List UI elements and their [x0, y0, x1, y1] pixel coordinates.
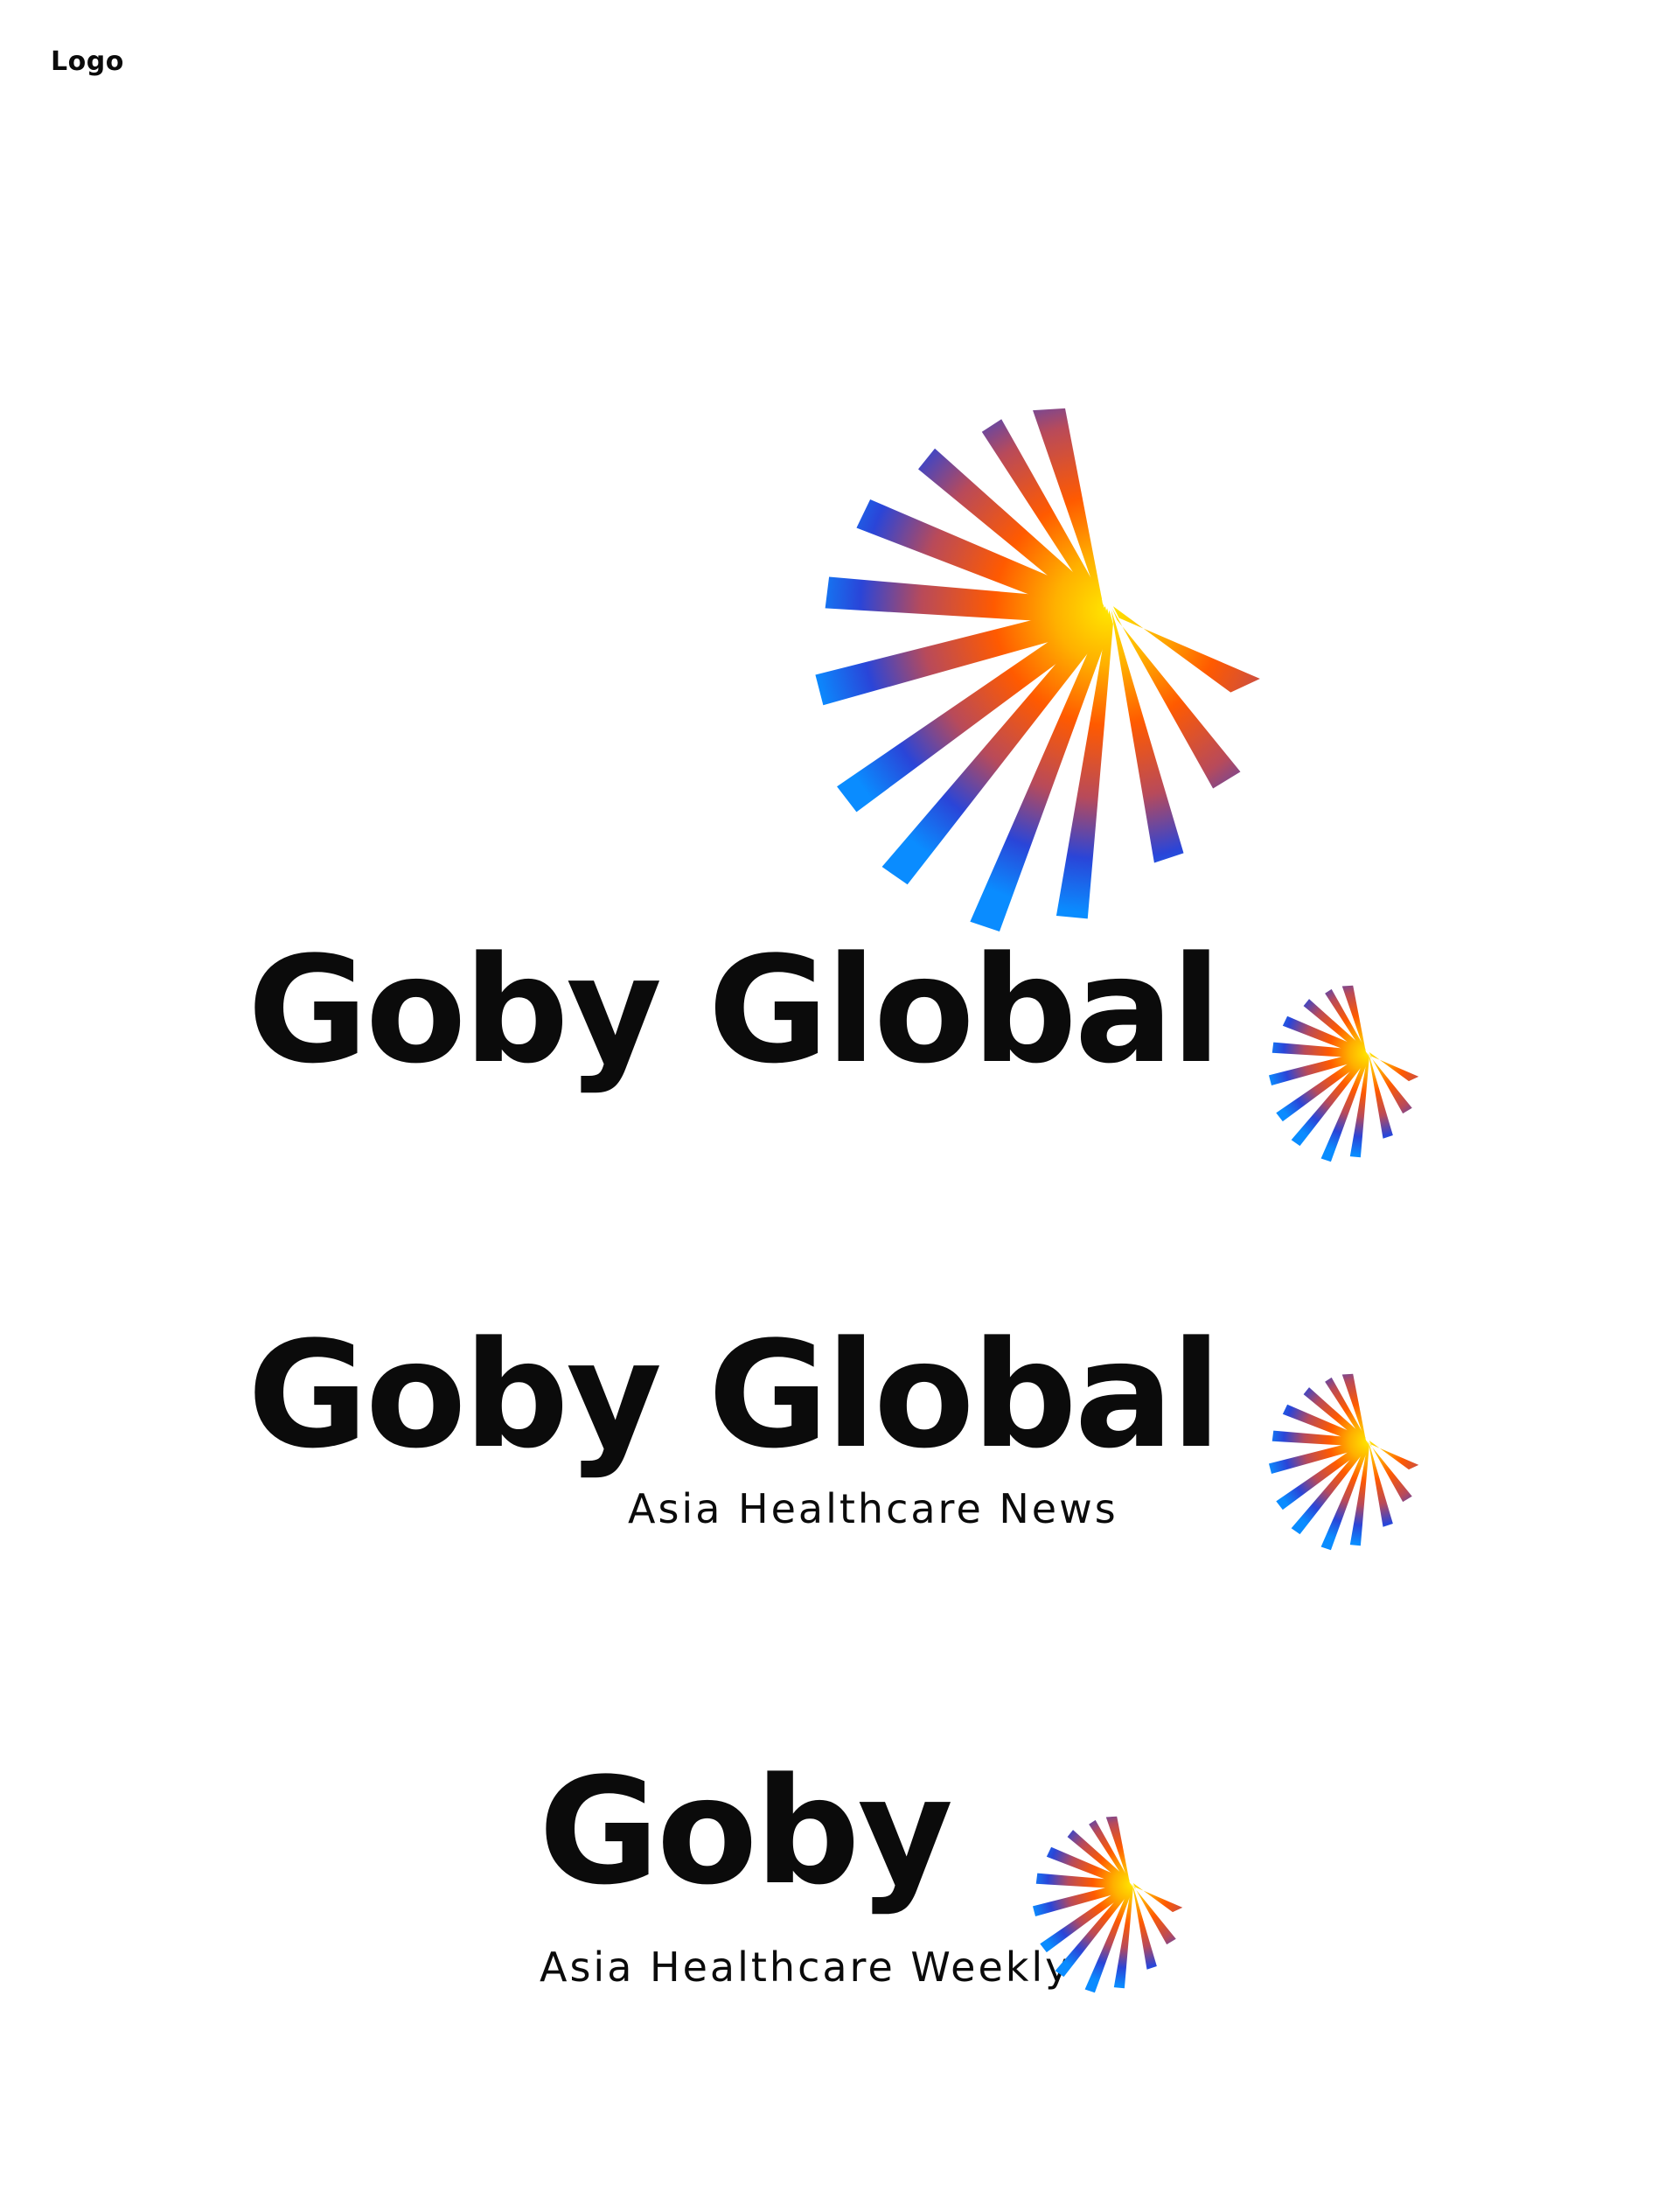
wordmark: Goby Global	[247, 925, 1222, 1096]
wordmark: Goby Global	[247, 1309, 1222, 1481]
page-label: Logo	[51, 46, 124, 77]
tagline: Asia Healthcare Weekly	[540, 1943, 1072, 1991]
wordmark: Goby	[539, 1746, 953, 1917]
tagline: Asia Healthcare News	[628, 1485, 1118, 1532]
radiating-fan-icon	[1268, 1373, 1419, 1551]
radiating-fan-icon	[815, 408, 1260, 932]
radiating-fan-icon	[1268, 985, 1419, 1162]
radiating-fan-icon	[1032, 1816, 1183, 1993]
